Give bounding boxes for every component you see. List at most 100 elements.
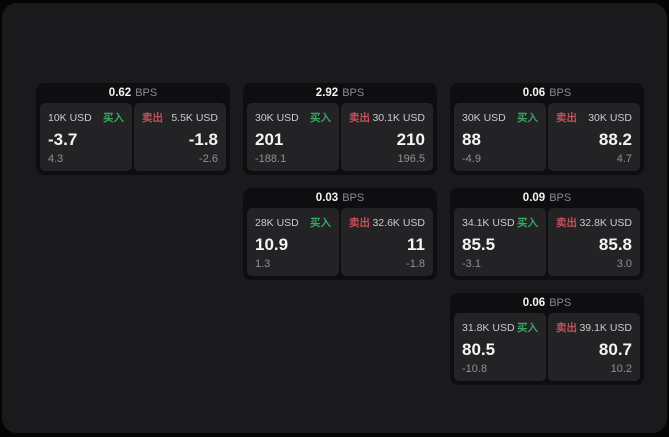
sell-panel[interactable]: 卖出 32.8K USD 85.8 3.0	[548, 208, 640, 276]
buy-label: 买入	[517, 217, 538, 229]
buy-delta: -10.8	[462, 363, 488, 375]
buy-delta: 1.3	[255, 258, 271, 270]
sell-panel[interactable]: 卖出 39.1K USD 80.7 10.2	[548, 313, 640, 381]
sell-price: 80.7	[598, 340, 632, 359]
buy-amount: 30K USD	[255, 112, 299, 124]
buy-label: 买入	[517, 322, 538, 334]
buy-panel-header: 10K USD 买入	[48, 110, 124, 125]
sell-panel-header: 卖出 30.1K USD	[349, 110, 425, 125]
buy-price: 80.5	[462, 340, 496, 359]
sell-delta: -2.6	[199, 153, 218, 165]
bps-unit-label: BPS	[549, 87, 572, 99]
buy-amount: 10K USD	[48, 112, 92, 124]
sell-panel[interactable]: 卖出 5.5K USD -1.8 -2.6	[134, 103, 226, 171]
buy-price: 10.9	[255, 235, 289, 254]
sell-amount: 30K USD	[588, 112, 632, 124]
sell-price: 88.2	[598, 130, 632, 149]
sell-label: 卖出	[349, 112, 370, 124]
buy-panel-header: 31.8K USD 买入	[462, 320, 538, 335]
sell-panel-header: 卖出 32.6K USD	[349, 215, 425, 230]
buy-price: 85.5	[462, 235, 496, 254]
buy-delta: -188.1	[255, 153, 287, 165]
quote-card[interactable]: 0.06 BPS 30K USD 买入 88 -4.9 卖出 30K USD 8…	[450, 83, 644, 175]
buy-panel-header: 28K USD 买入	[255, 215, 331, 230]
buy-delta: -3.1	[462, 258, 481, 270]
bps-unit-label: BPS	[135, 87, 158, 99]
bps-unit-label: BPS	[342, 192, 365, 204]
card-header: 0.06 BPS	[450, 83, 644, 103]
sell-delta: 4.7	[616, 153, 632, 165]
bps-value: 0.06	[522, 297, 546, 309]
bps-value: 0.03	[315, 192, 339, 204]
buy-delta: -4.9	[462, 153, 481, 165]
buy-label: 买入	[310, 112, 331, 124]
buy-panel[interactable]: 30K USD 买入 201 -188.1	[247, 103, 339, 171]
bps-value: 0.62	[108, 87, 132, 99]
sell-amount: 39.1K USD	[579, 322, 632, 334]
sell-price: 85.8	[598, 235, 632, 254]
buy-price: -3.7	[48, 130, 78, 149]
buy-delta: 4.3	[48, 153, 64, 165]
sell-amount: 32.8K USD	[579, 217, 632, 229]
sell-price: 210	[396, 130, 425, 149]
buy-panel[interactable]: 34.1K USD 买入 85.5 -3.1	[454, 208, 546, 276]
buy-price: 88	[462, 130, 481, 149]
sell-panel-header: 卖出 30K USD	[556, 110, 632, 125]
buy-label: 买入	[517, 112, 538, 124]
bps-value: 0.09	[522, 192, 546, 204]
quote-card[interactable]: 0.62 BPS 10K USD 买入 -3.7 4.3 卖出 5.5K USD…	[36, 83, 230, 175]
sell-delta: 10.2	[610, 363, 632, 375]
quote-card[interactable]: 2.92 BPS 30K USD 买入 201 -188.1 卖出 30.1K …	[243, 83, 437, 175]
sell-amount: 5.5K USD	[171, 112, 218, 124]
buy-label: 买入	[310, 217, 331, 229]
bps-unit-label: BPS	[342, 87, 365, 99]
sell-panel[interactable]: 卖出 32.6K USD 11 -1.8	[341, 208, 433, 276]
bps-unit-label: BPS	[549, 192, 572, 204]
buy-label: 买入	[103, 112, 124, 124]
card-header: 0.62 BPS	[36, 83, 230, 103]
buy-panel[interactable]: 31.8K USD 买入 80.5 -10.8	[454, 313, 546, 381]
buy-sell-panels: 34.1K USD 买入 85.5 -3.1 卖出 32.8K USD 85.8…	[454, 208, 640, 276]
buy-panel-header: 34.1K USD 买入	[462, 215, 538, 230]
sell-label: 卖出	[349, 217, 370, 229]
buy-amount: 28K USD	[255, 217, 299, 229]
quote-card[interactable]: 0.09 BPS 34.1K USD 买入 85.5 -3.1 卖出 32.8K…	[450, 188, 644, 280]
bps-unit-label: BPS	[549, 297, 572, 309]
buy-panel[interactable]: 28K USD 买入 10.9 1.3	[247, 208, 339, 276]
sell-amount: 32.6K USD	[372, 217, 425, 229]
sell-delta: -1.8	[406, 258, 425, 270]
quote-card[interactable]: 0.03 BPS 28K USD 买入 10.9 1.3 卖出 32.6K US…	[243, 188, 437, 280]
sell-panel[interactable]: 卖出 30K USD 88.2 4.7	[548, 103, 640, 171]
bps-value: 0.06	[522, 87, 546, 99]
card-header: 0.06 BPS	[450, 293, 644, 313]
sell-label: 卖出	[142, 112, 163, 124]
buy-sell-panels: 30K USD 买入 201 -188.1 卖出 30.1K USD 210 1…	[247, 103, 433, 171]
buy-panel[interactable]: 30K USD 买入 88 -4.9	[454, 103, 546, 171]
quote-card[interactable]: 0.06 BPS 31.8K USD 买入 80.5 -10.8 卖出 39.1…	[450, 293, 644, 385]
sell-label: 卖出	[556, 112, 577, 124]
sell-label: 卖出	[556, 322, 577, 334]
sell-price: 11	[407, 235, 425, 254]
card-header: 2.92 BPS	[243, 83, 437, 103]
sell-amount: 30.1K USD	[372, 112, 425, 124]
buy-amount: 34.1K USD	[462, 217, 515, 229]
buy-sell-panels: 28K USD 买入 10.9 1.3 卖出 32.6K USD 11 -1.8	[247, 208, 433, 276]
buy-amount: 30K USD	[462, 112, 506, 124]
sell-label: 卖出	[556, 217, 577, 229]
app-window: 0.62 BPS 10K USD 买入 -3.7 4.3 卖出 5.5K USD…	[2, 3, 667, 433]
quote-cards-grid: 0.62 BPS 10K USD 买入 -3.7 4.3 卖出 5.5K USD…	[36, 83, 644, 385]
sell-price: -1.8	[188, 130, 218, 149]
sell-panel-header: 卖出 39.1K USD	[556, 320, 632, 335]
card-header: 0.03 BPS	[243, 188, 437, 208]
sell-delta: 3.0	[616, 258, 632, 270]
buy-panel-header: 30K USD 买入	[255, 110, 331, 125]
buy-panel-header: 30K USD 买入	[462, 110, 538, 125]
buy-amount: 31.8K USD	[462, 322, 515, 334]
sell-panel[interactable]: 卖出 30.1K USD 210 196.5	[341, 103, 433, 171]
sell-panel-header: 卖出 5.5K USD	[142, 110, 218, 125]
card-header: 0.09 BPS	[450, 188, 644, 208]
buy-sell-panels: 31.8K USD 买入 80.5 -10.8 卖出 39.1K USD 80.…	[454, 313, 640, 381]
buy-sell-panels: 30K USD 买入 88 -4.9 卖出 30K USD 88.2 4.7	[454, 103, 640, 171]
buy-panel[interactable]: 10K USD 买入 -3.7 4.3	[40, 103, 132, 171]
bps-value: 2.92	[315, 87, 339, 99]
